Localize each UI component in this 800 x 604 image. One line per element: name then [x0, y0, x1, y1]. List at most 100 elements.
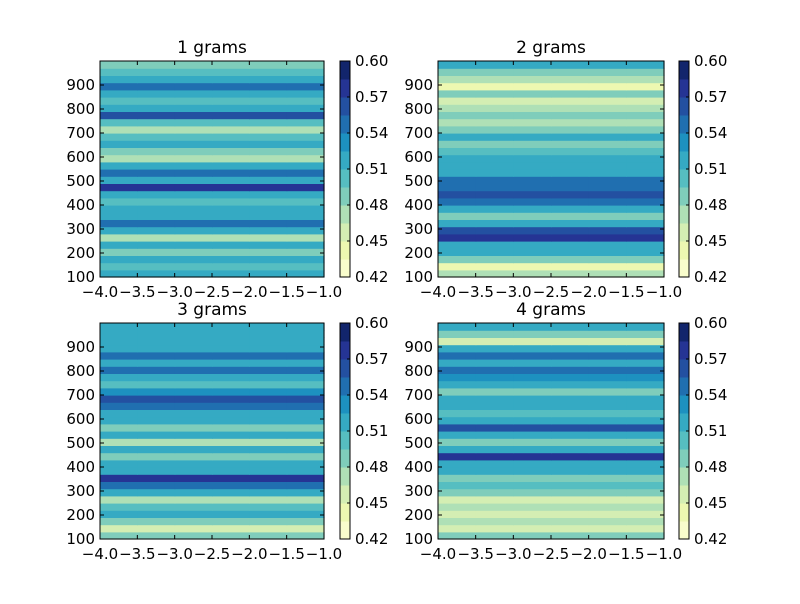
heatmap-cell	[626, 524, 665, 533]
heatmap-cell	[438, 241, 477, 249]
heatmap-cell	[286, 481, 325, 490]
heatmap-cell	[475, 176, 514, 184]
heatmap-cell	[249, 524, 288, 533]
heatmap-cell	[626, 61, 665, 69]
heatmap-cell	[212, 111, 250, 120]
heatmap-cell	[100, 161, 138, 170]
heatmap-cell	[475, 438, 514, 446]
heatmap-cell	[174, 118, 213, 127]
heatmap-cell	[475, 269, 514, 278]
heatmap-cell	[551, 395, 590, 403]
heatmap-cell	[286, 503, 325, 511]
heatmap-cell	[212, 97, 250, 105]
heatmap-cell	[100, 190, 138, 199]
heatmap-cell	[438, 323, 477, 331]
heatmap-cell	[438, 416, 477, 425]
heatmap-cell	[588, 488, 627, 497]
heatmap-cell	[626, 495, 665, 504]
heatmap-cell	[588, 495, 627, 504]
heatmap-cell	[100, 118, 138, 127]
heatmap-cell	[475, 495, 514, 504]
heatmap-cell	[588, 154, 627, 163]
heatmap-cell	[438, 233, 477, 242]
heatmap-cell	[212, 409, 250, 418]
heatmap-cell	[551, 255, 590, 264]
y-tick-label: 300	[404, 482, 433, 500]
heatmap-cell	[249, 219, 288, 228]
heatmap-cell	[438, 183, 477, 192]
heatmap-cell	[286, 147, 325, 156]
heatmap-cell	[475, 373, 514, 382]
colorbar-tick-label: 0.45	[694, 494, 727, 512]
heatmap-cell	[551, 212, 590, 220]
colorbar-tick-label: 0.45	[355, 494, 388, 512]
heatmap-cell	[626, 373, 665, 382]
heatmap-cell	[212, 359, 250, 367]
heatmap-cell	[551, 474, 590, 482]
heatmap-cell	[588, 104, 627, 112]
y-tick-label: 600	[66, 148, 95, 166]
heatmap-cell	[212, 82, 250, 91]
heatmap-cell	[588, 402, 627, 410]
heatmap-cell	[588, 241, 627, 249]
heatmap-cell	[626, 416, 665, 425]
x-tick-label: −1.5	[268, 283, 304, 301]
heatmap-cell	[513, 219, 552, 228]
subplot-1: 1 grams −4.0 −3.5 −3.0 −2.5 −2.0 −1.5 −1.0 100 20…	[66, 38, 388, 301]
heatmap-cell	[212, 140, 250, 148]
heatmap-cell	[249, 233, 288, 242]
heatmap-cell	[174, 474, 213, 482]
heatmap-cell	[100, 524, 138, 533]
heatmap-cell	[475, 517, 514, 526]
heatmap-cell	[551, 183, 590, 192]
heatmap-cell	[438, 219, 477, 228]
heatmap-cell	[212, 524, 250, 533]
heatmap-cell	[286, 510, 325, 518]
heatmap-cell	[513, 503, 552, 511]
heatmap-cell	[212, 323, 250, 331]
heatmap-cell	[174, 402, 213, 410]
heatmap-cell	[438, 531, 477, 540]
heatmap-cell	[551, 517, 590, 526]
heatmap-cell	[588, 517, 627, 526]
heatmap-cell	[249, 387, 288, 396]
heatmap-cell	[100, 359, 138, 367]
heatmap-cell	[100, 147, 138, 156]
heatmap-cell	[249, 133, 288, 141]
heatmap-cell	[551, 531, 590, 540]
heatmap-cell	[626, 154, 665, 163]
heatmap-cell	[626, 510, 665, 518]
heatmap-cell	[212, 380, 250, 389]
x-tick-label: −2.5	[194, 545, 230, 563]
heatmap-cell	[174, 255, 213, 264]
colorbar-segment	[340, 341, 350, 360]
heatmap-cell	[137, 176, 176, 184]
heatmap-cell	[174, 176, 213, 184]
heatmap-cell	[438, 510, 477, 518]
heatmap-cell	[513, 233, 552, 242]
x-tick-label: −2.5	[533, 283, 569, 301]
heatmap-cell	[513, 176, 552, 184]
heatmap-cell	[100, 197, 138, 206]
heatmap-cell	[174, 82, 213, 91]
subplot-grid: 1 grams−4.0 −3.5 −3.0 −2.5 −2.0 −1.5 −1.010020…	[66, 38, 727, 563]
heatmap-cell	[513, 161, 552, 170]
heatmap-cell	[551, 431, 590, 439]
heatmap-cell	[137, 380, 176, 389]
heatmap-cell	[475, 262, 514, 271]
heatmap-cell	[249, 89, 288, 98]
heatmap-cell	[475, 395, 514, 403]
heatmap-cell	[475, 118, 514, 127]
heatmap-cell	[513, 330, 552, 338]
heatmap-cell	[212, 197, 250, 206]
heatmap-cell	[475, 467, 514, 475]
heatmap-cell	[137, 248, 176, 256]
heatmap-cell	[249, 359, 288, 367]
heatmap-cell	[551, 409, 590, 418]
heatmap-cell	[100, 75, 138, 84]
heatmap-cell	[438, 61, 477, 69]
heatmap-cell	[137, 219, 176, 228]
heatmap-cell	[212, 219, 250, 228]
subplot-title: 1 grams	[177, 38, 247, 58]
heatmap-cell	[551, 125, 590, 134]
